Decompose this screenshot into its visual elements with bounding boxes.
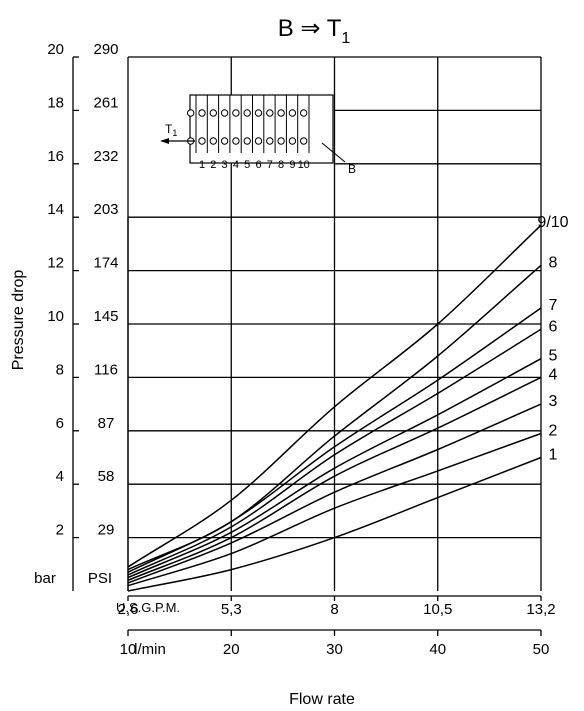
psi-tick-label: 203 (93, 201, 118, 218)
valve-port-number: 4 (233, 159, 239, 171)
x-unit-usgpm: U.S.G.P.M. (116, 600, 180, 615)
bar-tick-label: 4 (56, 468, 64, 485)
bar-tick-label: 10 (47, 308, 64, 325)
series-line-5 (127, 358, 542, 579)
series-line-1 (127, 456, 542, 592)
valve-port-number: 1 (199, 159, 205, 171)
series-group: 1 2 3 45 6 7 8 9/10 (127, 214, 569, 592)
series-label: 3 (549, 393, 558, 410)
valve-port-lower (198, 137, 206, 145)
psi-tick-label: 87 (98, 415, 115, 432)
usgpm-tick-label: 10,5 (423, 601, 452, 618)
psi-tick-label: 58 (98, 468, 115, 485)
axes: 2468101214161820295887116145174203232261… (47, 41, 555, 658)
valve-port-lower (254, 137, 263, 145)
series-line-2 (127, 432, 542, 587)
y-unit-psi: PSI (88, 570, 112, 587)
series-label: 7 (549, 297, 558, 314)
valve-port-upper (277, 109, 285, 117)
b-leader-line (321, 142, 346, 163)
series-label: 2 (549, 422, 558, 439)
valve-port-lower (277, 137, 285, 145)
series-label: 8 (549, 254, 558, 271)
valve-port-lower (220, 137, 229, 145)
series-line-4 (127, 376, 542, 581)
valve-port-number: 8 (278, 159, 284, 171)
series-label: 1 (549, 447, 558, 464)
valve-port-upper (288, 109, 297, 117)
bar-tick-label: 12 (47, 255, 64, 272)
valve-port-lower (266, 137, 274, 145)
valve-port-number: 3 (222, 159, 228, 171)
bar-tick-label: 20 (47, 41, 64, 58)
psi-tick-label: 232 (93, 148, 118, 165)
psi-tick-label: 145 (93, 308, 118, 325)
valve-port-upper (254, 109, 263, 117)
valve-port-lower (300, 137, 308, 145)
chart-title: B ⇒ T1 (278, 15, 351, 47)
valve-body (189, 94, 334, 164)
valve-port-number: 7 (267, 159, 273, 171)
bar-tick-label: 14 (47, 201, 64, 218)
plot-frame (127, 56, 542, 591)
psi-tick-label: 174 (93, 255, 118, 272)
valve-port-lower (243, 137, 251, 145)
valve-port-upper (243, 109, 251, 117)
valve-port-number: 9 (289, 159, 295, 171)
series-label: 6 (549, 318, 558, 335)
lmin-tick-label: 10 (120, 641, 137, 658)
valve-port-upper (209, 109, 218, 117)
series-label: 9/10 (537, 214, 568, 231)
valve-port-upper (220, 109, 229, 117)
psi-tick-label: 29 (98, 522, 115, 539)
bar-tick-label: 18 (47, 94, 64, 111)
valve-port-upper (300, 109, 308, 117)
series-line-8 (127, 264, 542, 571)
valve-port-upper (198, 109, 206, 117)
series-line-9-10 (127, 224, 542, 568)
valve-port-number: 6 (255, 159, 261, 171)
series-line-3 (127, 403, 542, 584)
x-axis-label: Flow rate (289, 691, 355, 708)
lmin-tick-label: 20 (223, 641, 240, 658)
bar-tick-label: 8 (56, 361, 64, 378)
psi-tick-label: 116 (94, 361, 118, 378)
valve-port-upper (232, 109, 240, 117)
valve-port-lower (209, 137, 218, 145)
lmin-tick-label: 40 (429, 641, 446, 658)
lmin-tick-label: 30 (326, 641, 343, 658)
valve-port-number: 10 (298, 159, 310, 171)
bar-tick-label: 2 (56, 522, 64, 539)
valve-port-number: 5 (244, 159, 250, 171)
arrow-left-icon (160, 138, 169, 144)
series-label: 4 (549, 366, 558, 383)
valve-port-lower (288, 137, 297, 145)
t1-label: T1 (165, 122, 177, 138)
valve-port-upper (187, 109, 195, 117)
x-unit-lmin: l/min (134, 641, 166, 658)
valve-port-lower (232, 137, 240, 145)
valve-port-upper (266, 109, 274, 117)
series-label: 5 (549, 348, 558, 365)
y-axis-label: Pressure drop (10, 270, 27, 371)
usgpm-tick-label: 5,3 (221, 601, 242, 618)
psi-tick-label: 261 (93, 94, 118, 111)
usgpm-tick-label: 13,2 (526, 601, 555, 618)
series-line-6 (127, 328, 542, 576)
usgpm-tick-label: 8 (330, 601, 338, 618)
valve-port-number: 2 (210, 159, 216, 171)
valve-diagram-inset: 1 2 3 4 5 6 7 8 9 10 T1 B (160, 94, 356, 176)
b-label: B (348, 162, 356, 176)
usgpm-tick-label: 2,6 (118, 601, 139, 618)
chart-title-subscript: 1 (341, 30, 350, 47)
lmin-tick-label: 50 (533, 641, 550, 658)
psi-tick-label: 290 (93, 41, 118, 58)
bar-tick-label: 16 (47, 148, 64, 165)
y-unit-bar: bar (34, 570, 56, 587)
bar-tick-label: 6 (56, 415, 64, 432)
